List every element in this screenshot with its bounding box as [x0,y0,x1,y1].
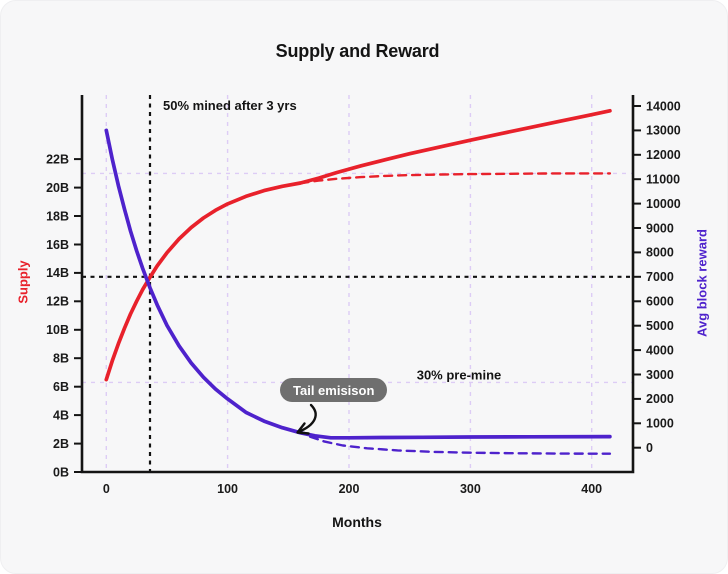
x-tick-label: 200 [339,482,360,496]
left-tick-label: 2B [53,437,69,451]
right-tick-label: 6000 [646,295,674,309]
right-tick-label: 12000 [646,148,681,162]
annotation-50-percent-mined: 50% mined after 3 yrs [163,98,297,113]
right-tick-label: 8000 [646,246,674,260]
right-tick-label: 14000 [646,99,681,113]
tail-emission-arrowhead [296,422,310,435]
left-tick-label: 12B [46,295,69,309]
series-supply-capped-dashed [299,172,612,185]
left-tick-label: 10B [46,323,69,337]
right-tick-label: 10000 [646,197,681,211]
right-tick-label: 1000 [646,417,674,431]
tail-emission-badge: Tail emisison [280,378,388,402]
left-tick-label: 18B [46,209,69,223]
annotation-30-percent-premine: 30% pre-mine [416,367,502,383]
left-tick-label: 22B [46,152,69,166]
series-reward-tail-emission [104,128,612,440]
y-axis-label-right: Avg block reward [694,229,710,337]
series-reward-capped-dashed [309,435,612,455]
x-tick-label: 100 [217,482,238,496]
right-tick-label: 2000 [646,392,674,406]
left-tick-label: 4B [53,408,69,422]
right-tick-label: 13000 [646,124,681,138]
axes-frame [80,95,635,474]
right-tick-label: 11000 [646,173,680,187]
right-tick-label: 3000 [646,368,674,382]
left-tick-label: 14B [46,266,69,280]
left-tick-label: 16B [46,238,69,252]
x-tick-label: 400 [581,482,602,496]
y-axis-label-left: Supply [15,260,31,304]
x-tick-label: 300 [460,482,481,496]
left-tick-label: 6B [53,380,69,394]
right-tick-label: 4000 [646,343,674,357]
x-tick-label: 0 [103,482,110,496]
left-tick-label: 8B [53,352,69,366]
chart-title: Supply and Reward [275,41,440,61]
left-tick-label: 0B [53,465,69,479]
x-axis-label: Months [332,514,382,530]
tail-emission-arrow [296,403,317,434]
series-supply-tail-emission [104,108,612,382]
right-tick-label: 9000 [646,221,674,235]
right-tick-label: 5000 [646,319,674,333]
right-tick-label: 0 [646,441,653,455]
left-tick-label: 20B [46,181,69,195]
right-tick-label: 7000 [646,270,674,284]
